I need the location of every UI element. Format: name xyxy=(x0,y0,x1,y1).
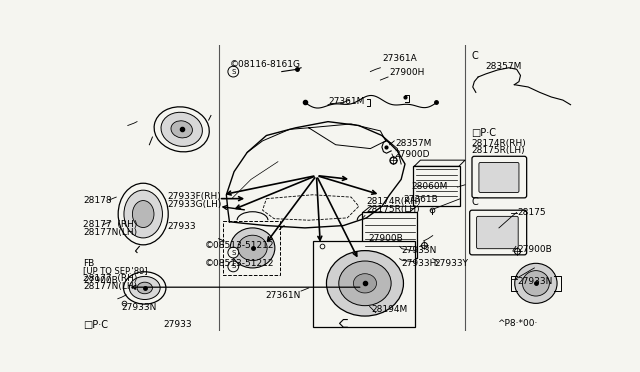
Text: 27933H: 27933H xyxy=(401,259,436,268)
Circle shape xyxy=(228,247,239,258)
Text: S: S xyxy=(231,250,236,256)
Text: ©08513-51212: ©08513-51212 xyxy=(205,241,275,250)
Text: 28177N(LH): 28177N(LH) xyxy=(83,282,137,291)
Ellipse shape xyxy=(230,228,275,268)
Ellipse shape xyxy=(129,276,160,299)
Ellipse shape xyxy=(326,251,403,316)
Text: 27361M: 27361M xyxy=(328,97,364,106)
Circle shape xyxy=(228,66,239,77)
Text: 27933Y: 27933Y xyxy=(435,259,468,268)
Text: 27933: 27933 xyxy=(168,222,196,231)
Ellipse shape xyxy=(515,263,557,303)
Ellipse shape xyxy=(171,121,193,138)
Text: 27933N: 27933N xyxy=(401,246,436,256)
Text: C: C xyxy=(471,51,478,61)
FancyBboxPatch shape xyxy=(223,221,280,275)
Text: 28194M: 28194M xyxy=(371,305,408,314)
Text: 27900H: 27900H xyxy=(390,68,425,77)
Ellipse shape xyxy=(339,261,391,306)
Text: 28177  (RH): 28177 (RH) xyxy=(83,220,138,229)
Text: 27361A: 27361A xyxy=(382,54,417,63)
Text: 28177N(LH): 28177N(LH) xyxy=(83,228,137,237)
Text: □P·C: □P·C xyxy=(83,320,108,330)
Ellipse shape xyxy=(137,282,152,294)
Text: [UP TO SEP.'89]: [UP TO SEP.'89] xyxy=(83,266,148,275)
Text: C: C xyxy=(471,197,478,207)
Ellipse shape xyxy=(353,274,376,293)
Text: S: S xyxy=(231,263,236,269)
Text: 27361B: 27361B xyxy=(403,195,438,204)
Ellipse shape xyxy=(132,201,154,228)
Text: 28174R(RH): 28174R(RH) xyxy=(367,197,421,206)
Text: 28175R(LH): 28175R(LH) xyxy=(471,146,525,155)
FancyBboxPatch shape xyxy=(362,212,417,258)
Text: 27900B: 27900B xyxy=(83,276,118,285)
Text: 28175: 28175 xyxy=(517,208,546,217)
Text: 28060M: 28060M xyxy=(411,182,447,191)
Text: 28175R(LH): 28175R(LH) xyxy=(367,205,420,214)
Text: 28174R(RH): 28174R(RH) xyxy=(471,139,526,148)
Ellipse shape xyxy=(124,272,166,304)
Text: 28357M: 28357M xyxy=(396,139,432,148)
FancyBboxPatch shape xyxy=(477,217,518,249)
Text: 28177  (RH): 28177 (RH) xyxy=(83,274,138,283)
Text: 27361N: 27361N xyxy=(265,291,300,300)
FancyBboxPatch shape xyxy=(472,156,527,198)
FancyBboxPatch shape xyxy=(470,210,527,255)
Text: □P·C: □P·C xyxy=(471,128,496,138)
Text: 27933: 27933 xyxy=(163,320,192,329)
Ellipse shape xyxy=(118,183,168,245)
Text: 27933N: 27933N xyxy=(517,277,553,286)
Text: ©08513-51212: ©08513-51212 xyxy=(205,259,275,268)
Ellipse shape xyxy=(238,235,267,261)
Text: 28178: 28178 xyxy=(83,196,112,205)
Text: FB: FB xyxy=(83,259,94,268)
Text: ^P8·*00·: ^P8·*00· xyxy=(497,319,538,328)
Circle shape xyxy=(228,261,239,272)
Text: 27933N: 27933N xyxy=(122,302,157,312)
Text: 27933G(LH): 27933G(LH) xyxy=(168,200,222,209)
Ellipse shape xyxy=(154,107,209,152)
Text: 27900D: 27900D xyxy=(394,150,429,159)
FancyBboxPatch shape xyxy=(413,166,460,206)
Text: 27900B: 27900B xyxy=(517,245,552,254)
Ellipse shape xyxy=(522,271,549,296)
Text: 27900B: 27900B xyxy=(368,234,403,243)
Text: 28357M: 28357M xyxy=(485,62,522,71)
Text: ©08116-8161G: ©08116-8161G xyxy=(230,60,300,69)
Ellipse shape xyxy=(161,112,202,147)
FancyBboxPatch shape xyxy=(479,163,519,192)
Text: S: S xyxy=(231,68,236,75)
FancyBboxPatch shape xyxy=(314,241,415,327)
Ellipse shape xyxy=(124,190,163,238)
Text: 27933F(RH): 27933F(RH) xyxy=(168,192,221,202)
